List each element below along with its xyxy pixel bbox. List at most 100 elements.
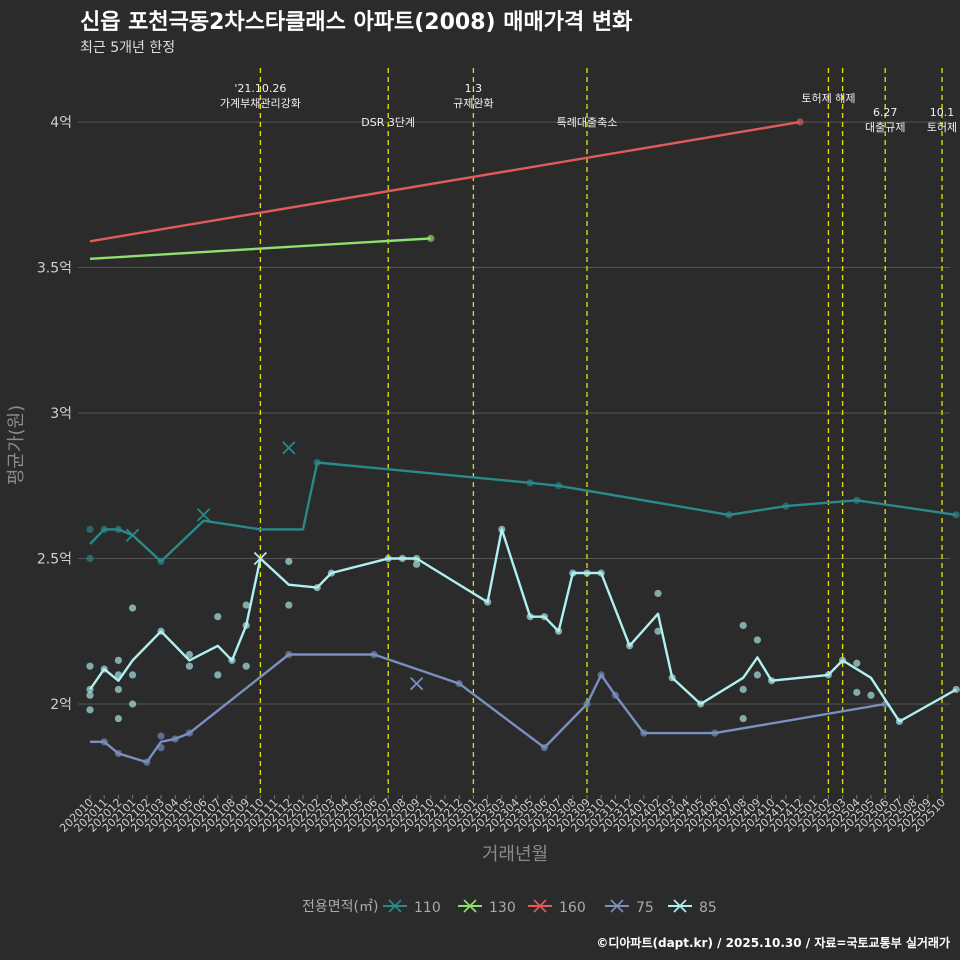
data-point [313,584,321,592]
data-point [484,598,492,606]
data-point [185,650,193,659]
data-point [86,685,94,694]
data-point [171,735,179,743]
data-point [242,621,250,630]
data-point [711,729,719,737]
legend-marker [673,899,687,913]
data-point [569,569,577,577]
data-point [86,691,94,699]
data-point [114,685,122,694]
data-point [796,118,804,126]
data-point [739,621,747,630]
data-point [398,554,406,563]
event-label: 가계부채관리강화 [220,97,301,110]
data-point [214,671,222,679]
data-point [540,613,549,621]
data-point [739,714,747,723]
event-label: 1.3 [465,82,483,95]
data-point [100,665,108,673]
data-point [626,642,634,650]
data-point [768,677,776,685]
data-point [114,656,122,664]
y-axis-title: 평균가(원) [6,405,27,485]
cancelled-marker [282,441,296,455]
y-tick-label: 3.5억 [37,261,72,277]
data-point [114,749,122,758]
data-point [185,662,193,670]
event-label: '21.10.26 [234,82,286,95]
data-point [867,691,875,699]
data-point [952,685,960,694]
data-point [498,525,506,534]
data-point [242,601,250,609]
data-point [526,479,534,487]
data-point [384,554,392,563]
data-point [668,674,676,682]
data-point [853,659,861,667]
data-point [697,700,705,708]
data-point [427,234,435,242]
data-point [100,525,108,534]
event-label: 대출규제 [865,121,905,134]
data-point [242,662,250,670]
legend-label: 75 [636,900,654,916]
legend-marker [388,899,402,913]
x-axis-ticks: 2020102020112020122021012021022021032021… [57,795,948,835]
legend: 전용면적(㎡) 110 130 160 75 85 [302,899,717,916]
data-point [583,569,591,577]
data-point [725,511,733,519]
data-point [86,525,94,534]
data-point [114,525,122,534]
data-point [86,706,94,714]
data-point [583,700,591,708]
data-point [100,738,108,746]
source-caption: ©디아파트(dapt.kr) / 2025.10.30 / 자료=국토교통부 실… [596,935,950,950]
y-tick-label: 4억 [50,115,72,131]
series-110 [86,441,960,566]
chart-subtitle: 최근 5개년 한정 [80,40,175,56]
data-point [895,717,904,726]
data-point [285,557,293,566]
data-point [157,557,165,566]
series-line [89,528,957,723]
event-label: 6.27 [873,106,898,119]
legend-marker [463,899,477,913]
x-axis-title: 거래년월 [482,844,548,865]
data-point [114,714,122,723]
data-point [555,482,563,490]
data-point [555,627,563,635]
data-point [185,729,193,737]
data-point [526,613,534,621]
event-label: 토허제 [927,121,957,134]
grid: 2억 2.5억 3억 3.5억 4억 [37,115,950,713]
data-point [157,627,165,635]
legend-label: 130 [489,900,516,916]
event-label: 규제완화 [453,97,493,110]
data-point [540,744,549,752]
legend-label: 160 [559,900,586,916]
legend-label: 85 [699,900,717,916]
series-160 [89,118,804,243]
series-layer [86,118,960,766]
series-130 [89,234,435,260]
legend-marker [533,899,547,913]
data-point [853,688,861,696]
data-point [143,758,151,766]
data-point [839,656,847,664]
data-point [654,627,662,635]
event-label: 10.1 [930,106,955,119]
data-point [597,569,605,577]
data-point [129,604,137,612]
data-point [129,700,137,708]
data-point [214,613,222,621]
legend-title: 전용면적(㎡) [302,899,378,915]
data-point [285,601,293,609]
series-75 [90,650,889,766]
data-point [654,589,662,598]
data-point [327,569,335,577]
y-tick-label: 2억 [50,697,72,713]
cancelled-marker [125,528,140,542]
